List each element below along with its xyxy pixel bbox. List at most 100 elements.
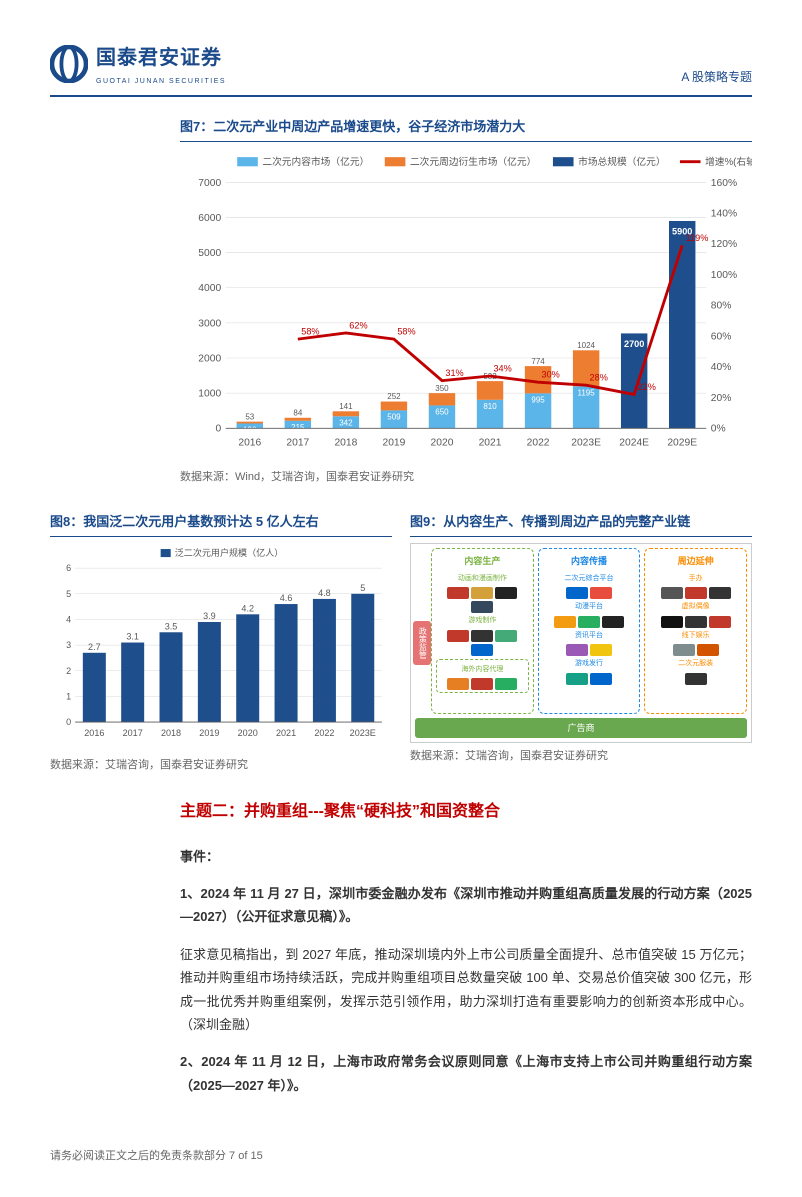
paragraph-1: 1、2024 年 11 月 27 日，深圳市委金融办发布《深圳市推动并购重组高质… — [180, 882, 752, 929]
svg-text:22%: 22% — [638, 382, 656, 392]
figure-9-diagram: 政策监管 内容生产 动画和漫画制作 游戏制作 海外内容代理 内容传播 二次元综合… — [410, 543, 752, 743]
svg-text:509: 509 — [387, 413, 401, 422]
diagram-col-production: 内容生产 动画和漫画制作 游戏制作 海外内容代理 — [431, 548, 534, 714]
svg-text:6000: 6000 — [198, 213, 221, 224]
page-header: 国泰君安证券 GUOTAI JUNAN SECURITIES A 股策略专题 — [50, 40, 752, 97]
svg-text:2024E: 2024E — [619, 437, 649, 448]
svg-text:市场总规模（亿元）: 市场总规模（亿元） — [578, 155, 665, 168]
svg-text:40%: 40% — [711, 362, 732, 373]
svg-text:80%: 80% — [711, 301, 732, 312]
svg-text:34%: 34% — [493, 363, 511, 373]
svg-text:650: 650 — [435, 408, 449, 417]
svg-text:2.7: 2.7 — [88, 642, 101, 652]
figure-8-chart: 0 1 2 3 4 5 6 泛二次元用户规模（亿人） 2.7 2016 3.1 2017 3.5 2018… — [50, 543, 392, 744]
figure-7-source: 数据来源：Wind，艾瑞咨询，国泰君安证券研究 — [180, 468, 752, 488]
figure-9-block: 图9：从内容生产、传播到周边产品的完整产业链 政策监管 内容生产 动画和漫画制作… — [410, 510, 752, 776]
svg-text:0: 0 — [215, 424, 221, 435]
svg-text:1195: 1195 — [578, 388, 596, 397]
figure-7-block: 图7：二次元产业中周边产品增速更快，谷子经济市场潜力大 010002000300… — [180, 115, 752, 488]
svg-text:2023E: 2023E — [350, 729, 376, 739]
svg-text:252: 252 — [387, 392, 401, 401]
svg-text:2016: 2016 — [84, 729, 104, 739]
diagram-side-label: 政策监管 — [413, 621, 431, 665]
logo-text-cn: 国泰君安证券 — [96, 47, 222, 69]
svg-text:160%: 160% — [711, 178, 737, 189]
svg-text:0: 0 — [66, 717, 71, 727]
figure-9-source: 数据来源：艾瑞咨询，国泰君安证券研究 — [410, 747, 752, 767]
figure-9-title: 图9：从内容生产、传播到周边产品的完整产业链 — [410, 510, 752, 537]
svg-text:2017: 2017 — [123, 729, 143, 739]
svg-text:6: 6 — [66, 564, 71, 574]
svg-text:350: 350 — [435, 384, 449, 393]
svg-text:3000: 3000 — [198, 318, 221, 329]
svg-text:20%: 20% — [711, 393, 732, 404]
svg-text:120%: 120% — [711, 239, 737, 250]
svg-text:4.2: 4.2 — [241, 604, 254, 614]
svg-text:30%: 30% — [542, 370, 560, 380]
svg-text:二次元内容市场（亿元）: 二次元内容市场（亿元） — [262, 155, 369, 168]
event-label: 事件： — [180, 845, 752, 868]
svg-text:2017: 2017 — [286, 437, 309, 448]
svg-text:4.6: 4.6 — [280, 593, 293, 603]
section-heading-2: 主题二：并购重组---聚焦“硬科技”和国资整合 — [180, 798, 752, 827]
svg-text:2018: 2018 — [334, 437, 357, 448]
company-logo-icon — [50, 45, 88, 83]
svg-text:58%: 58% — [397, 327, 415, 337]
svg-text:3: 3 — [66, 641, 71, 651]
svg-text:2016: 2016 — [238, 437, 261, 448]
svg-text:774: 774 — [531, 357, 545, 366]
svg-text:2029E: 2029E — [667, 437, 697, 448]
svg-text:3.9: 3.9 — [203, 611, 216, 621]
svg-text:60%: 60% — [711, 331, 732, 342]
svg-text:141: 141 — [339, 402, 353, 411]
svg-text:4000: 4000 — [198, 283, 221, 294]
svg-text:1024: 1024 — [577, 341, 595, 350]
figure-7-title: 图7：二次元产业中周边产品增速更快，谷子经济市场潜力大 — [180, 115, 752, 142]
svg-text:2021: 2021 — [276, 729, 296, 739]
svg-text:28%: 28% — [590, 373, 608, 383]
svg-text:2700: 2700 — [624, 339, 644, 349]
svg-text:4: 4 — [66, 615, 71, 625]
svg-text:2020: 2020 — [238, 729, 258, 739]
svg-text:31%: 31% — [445, 368, 463, 378]
svg-text:3.5: 3.5 — [165, 622, 178, 632]
svg-text:二次元周边衍生市场（亿元）: 二次元周边衍生市场（亿元） — [410, 155, 536, 168]
svg-text:2000: 2000 — [198, 353, 221, 364]
svg-text:7000: 7000 — [198, 178, 221, 189]
col1-title: 内容生产 — [436, 553, 529, 569]
svg-text:0%: 0% — [711, 424, 726, 435]
svg-text:4.8: 4.8 — [318, 588, 331, 598]
svg-text:2022: 2022 — [314, 729, 334, 739]
svg-text:2023E: 2023E — [571, 437, 601, 448]
svg-text:5: 5 — [360, 583, 365, 593]
diagram-ad-bar: 广告商 — [415, 718, 747, 738]
svg-text:1: 1 — [66, 692, 71, 702]
paragraph-2: 征求意见稿指出，到 2027 年底，推动深圳境内外上市公司质量全面提升、总市值突… — [180, 943, 752, 1037]
svg-text:810: 810 — [483, 402, 497, 411]
figure-8-title: 图8：我国泛二次元用户基数预计达 5 亿人左右 — [50, 510, 392, 537]
svg-text:215: 215 — [291, 423, 305, 432]
svg-text:995: 995 — [531, 395, 545, 404]
diagram-col-distribution: 内容传播 二次元综合平台 动漫平台 资讯平台 游戏发行 — [538, 548, 641, 714]
svg-text:62%: 62% — [349, 320, 367, 330]
svg-text:2021: 2021 — [479, 437, 502, 448]
svg-text:5: 5 — [66, 589, 71, 599]
svg-text:2: 2 — [66, 666, 71, 676]
svg-text:3.1: 3.1 — [126, 632, 139, 642]
svg-text:58%: 58% — [301, 327, 319, 337]
svg-text:泛二次元用户规模（亿人）: 泛二次元用户规模（亿人） — [175, 548, 284, 559]
svg-text:2018: 2018 — [161, 729, 181, 739]
svg-text:增速%(右轴): 增速%(右轴) — [705, 155, 752, 168]
svg-text:53: 53 — [245, 412, 254, 421]
svg-text:84: 84 — [293, 408, 302, 417]
figures-8-9-row: 图8：我国泛二次元用户基数预计达 5 亿人左右 0 1 2 3 4 5 6 泛二次元用户规模（… — [50, 510, 752, 776]
svg-text:100%: 100% — [711, 270, 737, 281]
logo-text-en: GUOTAI JUNAN SECURITIES — [96, 76, 226, 89]
svg-text:5000: 5000 — [198, 248, 221, 259]
logo-block: 国泰君安证券 GUOTAI JUNAN SECURITIES — [50, 40, 226, 89]
paragraph-3: 2、2024 年 11 月 12 日，上海市政府常务会议原则同意《上海市支持上市… — [180, 1050, 752, 1097]
page-footer: 请务必阅读正文之后的免责条款部分 7 of 15 — [50, 1147, 752, 1167]
figure-8-source: 数据来源：艾瑞咨询，国泰君安证券研究 — [50, 756, 392, 776]
svg-text:342: 342 — [339, 418, 353, 427]
figure-8-block: 图8：我国泛二次元用户基数预计达 5 亿人左右 0 1 2 3 4 5 6 泛二次元用户规模（… — [50, 510, 392, 776]
